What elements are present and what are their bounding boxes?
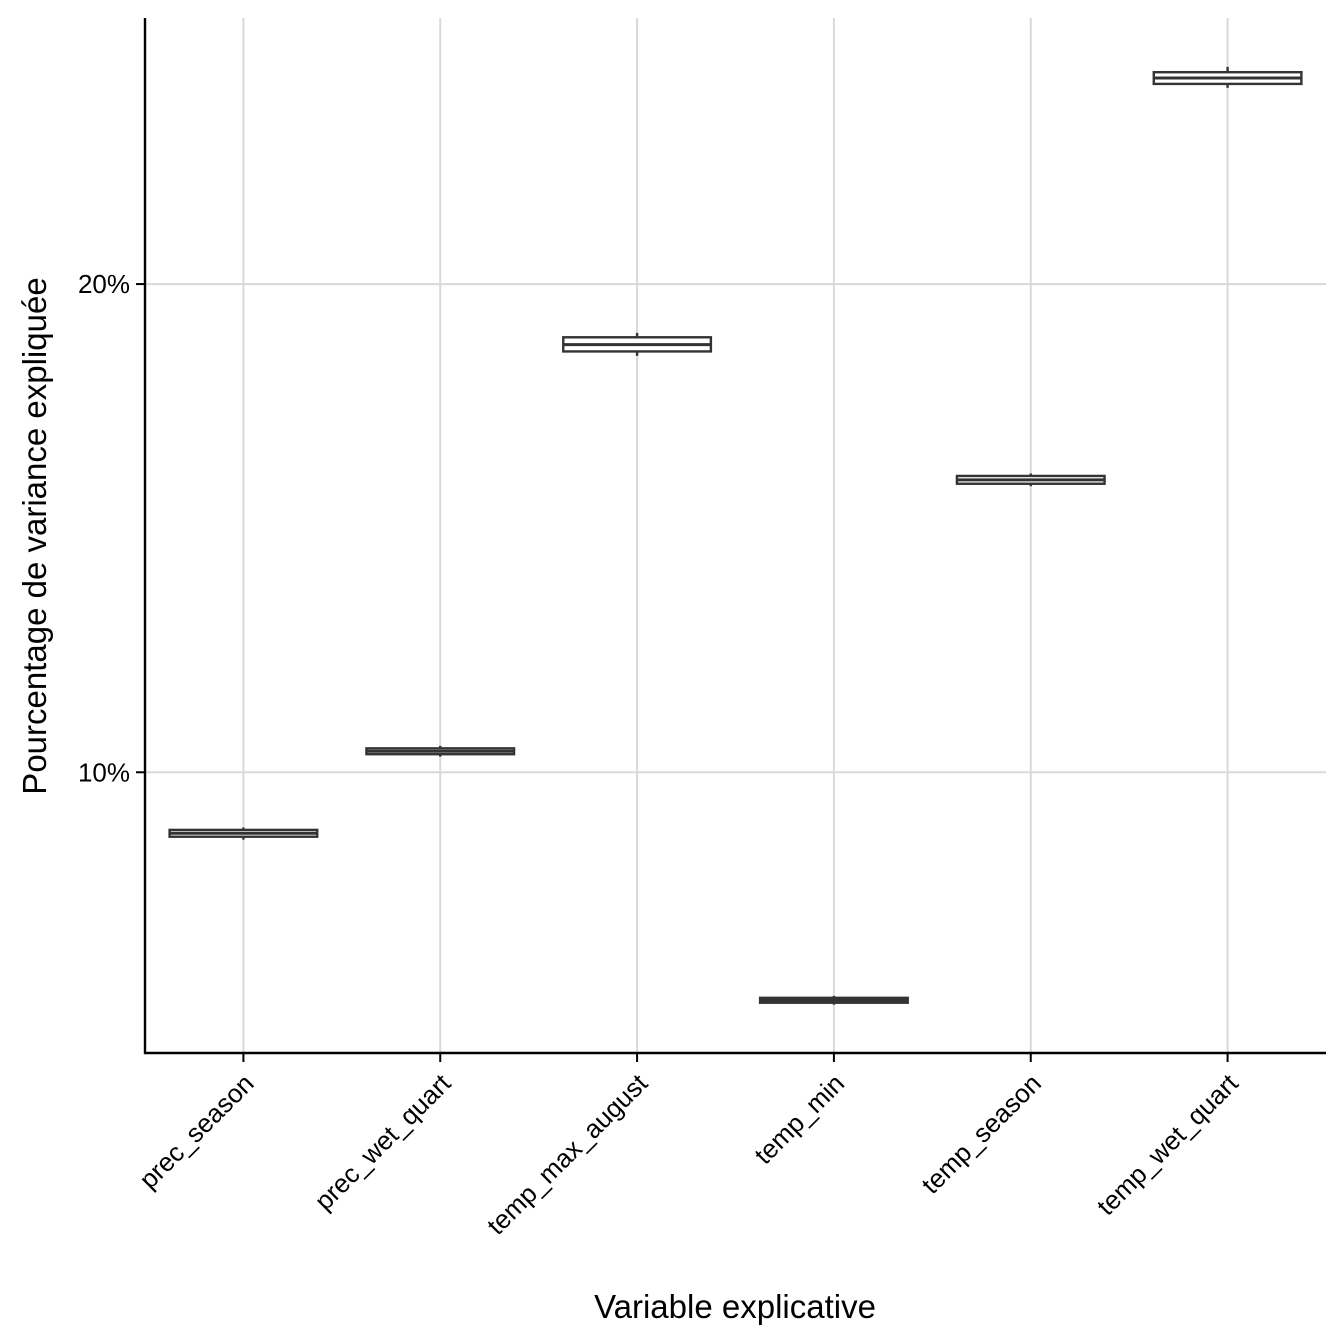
- grid-layer: [145, 18, 1326, 1053]
- axis-layer: [136, 18, 1326, 1062]
- x-tick-label-prec_wet_quart: prec_wet_quart: [309, 1067, 457, 1215]
- y-tick-label-10%: 10%: [78, 757, 130, 787]
- box-layer: [168, 66, 1303, 1005]
- y-axis-title: Pourcentage de variance expliquée: [16, 277, 53, 794]
- x-tick-label-prec_season: prec_season: [133, 1068, 259, 1194]
- x-tick-label-temp_max_august: temp_max_august: [481, 1067, 654, 1240]
- y-tick-label-20%: 20%: [78, 269, 130, 299]
- x-tick-label-temp_min: temp_min: [748, 1068, 850, 1170]
- x-tick-label-temp_wet_quart: temp_wet_quart: [1091, 1067, 1245, 1221]
- x-axis-title: Variable explicative: [594, 1288, 876, 1325]
- label-layer: 10% 20% prec_season prec_wet_quart temp_max_…: [78, 269, 1244, 1240]
- x-tick-label-temp_season: temp_season: [915, 1068, 1047, 1200]
